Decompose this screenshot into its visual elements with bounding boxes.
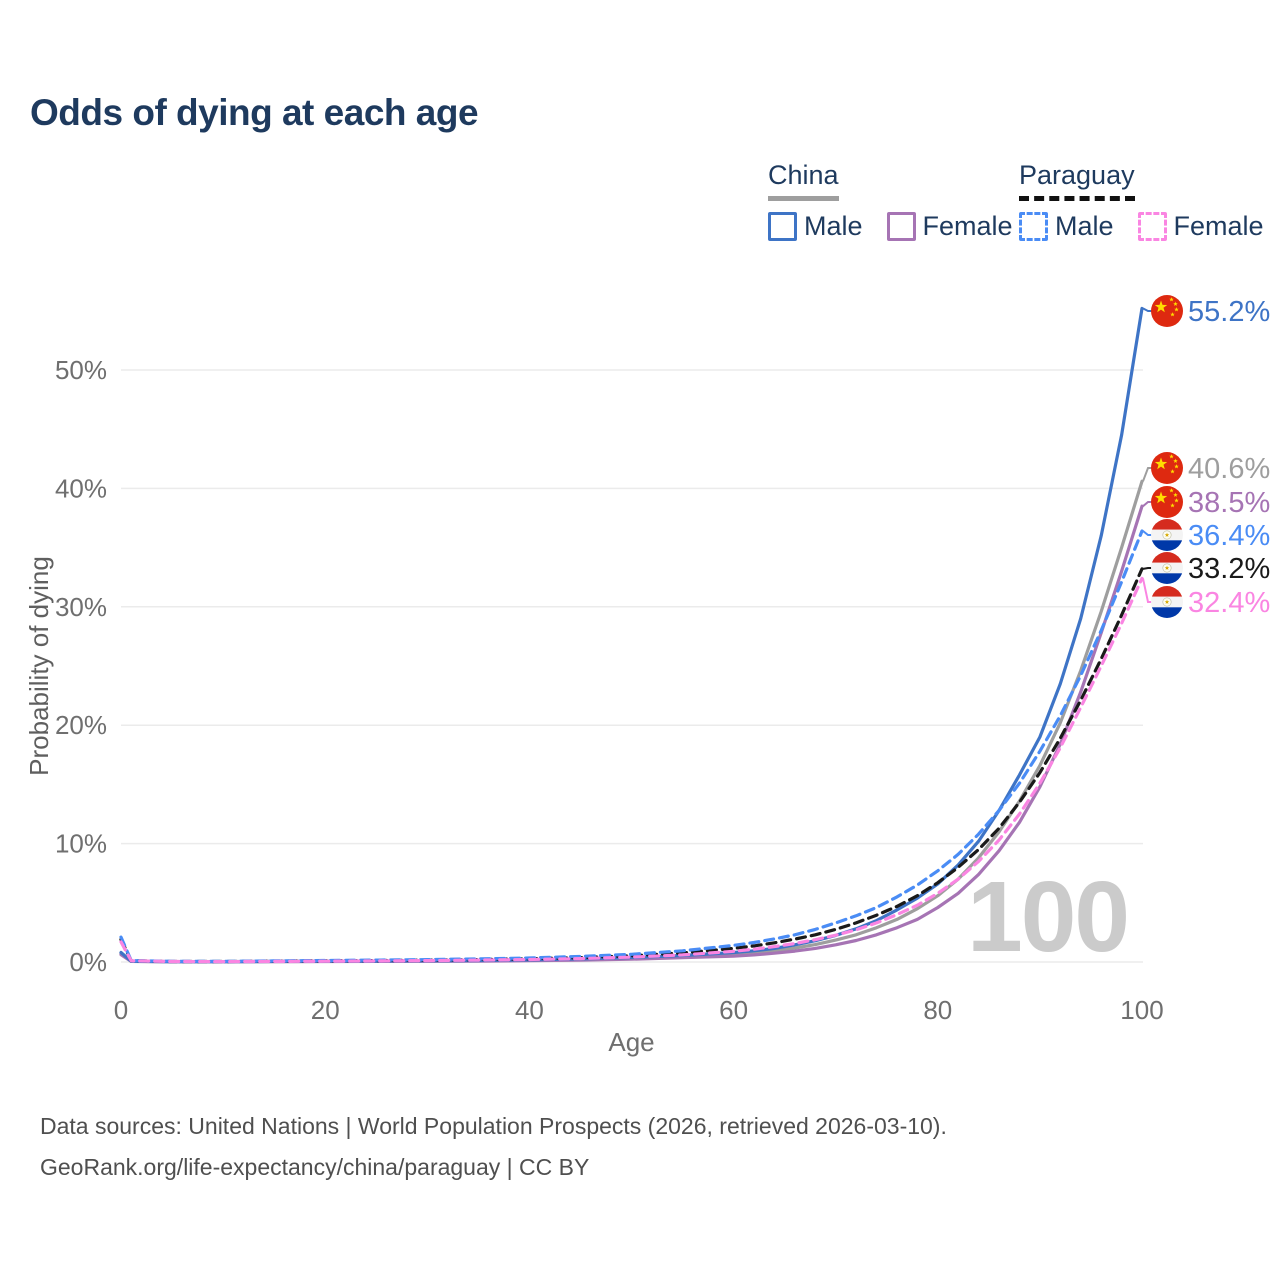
legend-group-china: China Male Female — [768, 160, 1013, 242]
legend: China Male Female Paraguay Male — [0, 160, 1280, 250]
y-axis-title: Probability of dying — [24, 556, 54, 776]
end-label-paraguay: 33.2% — [1142, 552, 1270, 585]
china-male-swatch — [768, 212, 797, 241]
legend-items-china: Male Female — [768, 211, 1013, 242]
legend-toggle-paraguay-male[interactable]: Male — [1019, 211, 1114, 242]
label-connector — [1142, 307, 1152, 312]
paraguay-female-swatch — [1137, 212, 1167, 241]
end-label-value: 32.4% — [1188, 587, 1270, 619]
end-label-value: 33.2% — [1188, 553, 1270, 585]
china-flag-icon — [1151, 486, 1183, 518]
legend-toggle-paraguay-female[interactable]: Female — [1137, 211, 1264, 242]
y-tick-label: 40% — [55, 473, 107, 503]
label-connector — [1142, 530, 1152, 536]
label-connector — [1142, 567, 1152, 570]
x-tick-label: 40 — [515, 995, 544, 1025]
legend-toggle-china-female[interactable]: Female — [886, 211, 1013, 242]
age-watermark: 100 — [967, 861, 1128, 973]
china-flag-icon — [1151, 295, 1183, 327]
end-label-china-female: 38.5% — [1142, 486, 1270, 519]
end-label-value: 40.6% — [1188, 453, 1270, 485]
legend-group-paraguay: Paraguay Male Female — [1019, 160, 1264, 242]
paraguay-flag-icon — [1151, 519, 1183, 551]
x-tick-label: 100 — [1120, 995, 1163, 1025]
legend-label-china-female: Female — [922, 211, 1013, 241]
legend-label-paraguay-male: Male — [1055, 211, 1114, 241]
paraguay-male-swatch — [1019, 212, 1048, 241]
x-tick-label: 0 — [114, 995, 128, 1025]
y-tick-label: 30% — [55, 592, 107, 622]
legend-country-paraguay[interactable]: Paraguay — [1019, 160, 1135, 201]
footer-attribution: GeoRank.org/life-expectancy/china/paragu… — [40, 1154, 590, 1180]
end-label-paraguay-male: 36.4% — [1142, 519, 1270, 552]
paraguay-flag-icon — [1151, 552, 1183, 584]
series-line-paraguay-female — [119, 576, 1144, 964]
x-tick-label: 20 — [311, 995, 340, 1025]
x-axis-title: Age — [608, 1027, 654, 1057]
legend-country-china[interactable]: China — [768, 160, 839, 201]
end-label-value: 38.5% — [1188, 487, 1270, 519]
legend-label-china-male: Male — [804, 211, 863, 241]
legend-toggle-china-male[interactable]: Male — [768, 211, 863, 242]
page-title: Odds of dying at each age — [30, 92, 479, 133]
china-female-swatch — [886, 212, 916, 241]
end-label-china-male: 55.2% — [1142, 295, 1270, 328]
china-flag-icon — [1151, 452, 1183, 484]
x-tick-label: 60 — [719, 995, 748, 1025]
x-tick-label: 80 — [923, 995, 952, 1025]
end-label-value: 55.2% — [1188, 296, 1270, 328]
paraguay-flag-icon — [1151, 586, 1183, 618]
label-connector — [1142, 467, 1152, 482]
y-tick-label: 10% — [55, 829, 107, 859]
footer: Data sources: United Nations | World Pop… — [40, 1106, 947, 1188]
label-connector — [1142, 578, 1152, 603]
end-label-paraguay-female: 32.4% — [1142, 578, 1270, 619]
end-label-china: 40.6% — [1142, 452, 1270, 485]
y-tick-label: 0% — [69, 947, 107, 977]
footer-data-sources: Data sources: United Nations | World Pop… — [40, 1113, 947, 1139]
legend-items-paraguay: Male Female — [1019, 211, 1264, 242]
legend-label-paraguay-female: Female — [1173, 211, 1264, 241]
end-label-value: 36.4% — [1188, 520, 1270, 552]
y-tick-label: 50% — [55, 355, 107, 385]
y-tick-label: 20% — [55, 710, 107, 740]
label-connector — [1142, 501, 1152, 507]
